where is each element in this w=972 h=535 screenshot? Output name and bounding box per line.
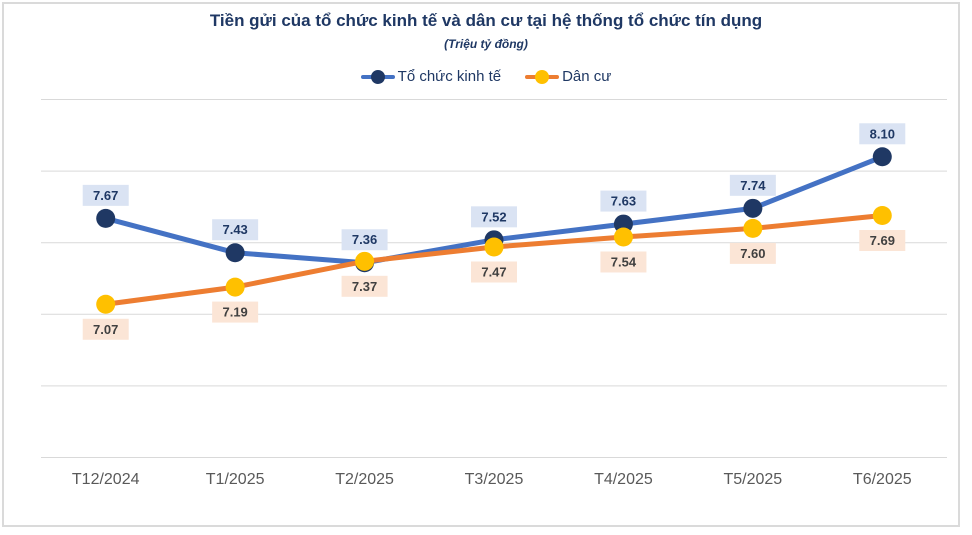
legend-item-dan-cu: Dân cư xyxy=(525,68,611,85)
data-point-marker xyxy=(872,205,892,225)
data-label-box xyxy=(82,318,129,340)
data-label: 7.43 xyxy=(222,222,247,237)
data-label: 7.54 xyxy=(611,254,637,269)
data-point-marker xyxy=(743,218,763,238)
data-label: 7.74 xyxy=(740,178,766,193)
data-point-marker xyxy=(613,227,633,247)
legend: Tổ chức kinh tế Dân cư xyxy=(0,68,972,85)
data-label: 7.37 xyxy=(352,279,377,294)
legend-line-marker-icon xyxy=(525,69,560,84)
data-point-marker xyxy=(872,147,892,167)
data-point-marker xyxy=(96,208,116,228)
data-label: 7.63 xyxy=(611,194,636,209)
data-label-box xyxy=(600,251,647,273)
data-label-box xyxy=(212,219,259,241)
data-point-marker xyxy=(743,198,763,218)
x-axis-label: T6/2025 xyxy=(852,471,912,488)
x-axis-label: T3/2025 xyxy=(464,471,524,488)
data-label: 7.60 xyxy=(740,246,765,261)
data-label: 7.69 xyxy=(870,233,895,248)
legend-label: Tổ chức kinh tế xyxy=(397,68,502,85)
data-label-box xyxy=(859,229,906,251)
data-label-box xyxy=(82,184,129,206)
data-label: 8.10 xyxy=(870,126,895,141)
data-label: 7.67 xyxy=(93,188,118,203)
data-point-marker xyxy=(225,277,245,297)
data-label-box xyxy=(729,174,776,196)
x-axis-label: T5/2025 xyxy=(723,471,783,488)
x-axis-label: T2/2025 xyxy=(335,471,394,488)
legend-item-to-chuc-kinh-te: Tổ chức kinh tế xyxy=(360,68,502,85)
x-axis-label: T1/2025 xyxy=(205,471,265,488)
data-label-box xyxy=(341,275,388,297)
data-label-box xyxy=(471,261,517,283)
data-label-box xyxy=(471,206,517,228)
data-label-box xyxy=(600,190,647,212)
data-point-marker xyxy=(355,251,375,271)
chart-title: Tiền gửi của tổ chức kinh tế và dân cư t… xyxy=(209,11,763,30)
data-label-box xyxy=(859,123,906,145)
data-label: 7.36 xyxy=(352,232,377,247)
legend-label: Dân cư xyxy=(562,68,612,85)
data-point-marker xyxy=(225,243,245,263)
data-label-box xyxy=(212,301,259,323)
legend-line-marker-icon xyxy=(360,69,395,84)
chart-subtitle: (Triệu tỷ đồng) xyxy=(444,37,528,51)
x-axis-label: T4/2025 xyxy=(594,471,653,488)
data-point-marker xyxy=(484,237,504,257)
data-point-marker xyxy=(96,294,116,314)
data-label-box xyxy=(341,229,388,251)
data-label: 7.07 xyxy=(93,322,118,337)
data-label: 7.52 xyxy=(481,209,506,224)
data-label-box xyxy=(729,242,776,264)
data-label: 7.19 xyxy=(222,305,247,320)
x-axis-label: T12/2024 xyxy=(71,471,140,488)
data-label: 7.47 xyxy=(481,264,506,279)
